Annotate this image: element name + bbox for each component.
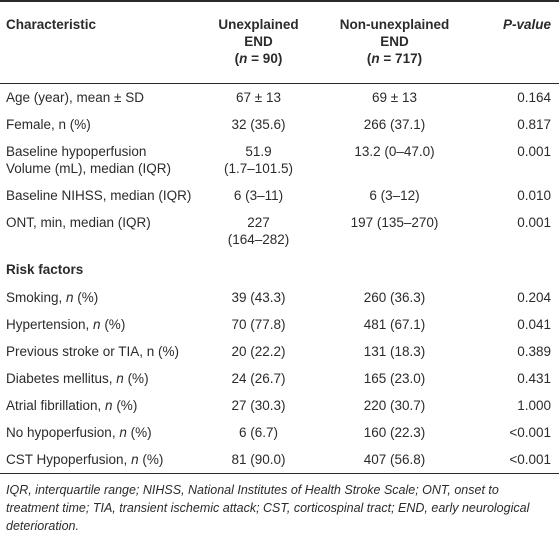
cell-value-line1: 227 (247, 214, 270, 230)
row-label: Hypertension, n (%) (6, 316, 126, 332)
table-footnote: IQR, interquartile range; NIHSS, Nationa… (6, 482, 530, 533)
table-row: Diabetes mellitus, n (%) 24 (26.7) 165 (… (0, 365, 559, 392)
table-row: Hypertension, n (%) 70 (77.8) 481 (67.1)… (0, 311, 559, 338)
cell-p-value: 0.001 (517, 214, 551, 230)
table-row: Atrial fibrillation, n (%) 27 (30.3) 220… (0, 392, 559, 419)
table-row: CST Hypoperfusion, n (%) 81 (90.0) 407 (… (0, 446, 559, 473)
cell-p-value: 0.041 (517, 316, 551, 332)
cell-nonunexplained: 197 (135–270) (350, 214, 439, 230)
header-nonunexplained-end: Non-unexplained END (n = 717) (321, 1, 468, 83)
table-header-row: Characteristic Unexplained END (n = 90) … (0, 1, 559, 83)
row-label: Previous stroke or TIA, n (%) (6, 343, 180, 359)
cell-unexplained: 39 (43.3) (231, 289, 286, 305)
cell-p-value: 0.431 (517, 370, 551, 386)
cell-p-value: 1.000 (517, 397, 551, 413)
table-row: Baseline hypoperfusion Volume (mL), medi… (0, 138, 559, 182)
row-label-line1: Baseline hypoperfusion (6, 143, 147, 159)
row-label: Diabetes mellitus, n (%) (6, 370, 149, 386)
cell-unexplained: 6 (3–11) (233, 187, 284, 203)
header-p-value: P-value (502, 17, 551, 32)
cell-nonunexplained: 13.2 (0–47.0) (354, 143, 435, 159)
table-body: Age (year), mean ± SD 67 ± 13 69 ± 13 0.… (0, 83, 559, 473)
row-label: No hypoperfusion, n (%) (6, 424, 152, 440)
header-nonunexplained-line1: Non-unexplained (339, 17, 450, 32)
cell-nonunexplained: 220 (30.7) (363, 397, 426, 413)
cell-unexplained: 6 (6.7) (238, 424, 279, 440)
cell-p-value: 0.204 (517, 289, 551, 305)
cell-unexplained: 27 (30.3) (231, 397, 286, 413)
cell-nonunexplained: 481 (67.1) (363, 316, 426, 332)
cell-unexplained: 51.9 (1.7–101.5) (196, 138, 321, 182)
table-row: ONT, min, median (IQR) 227 (164–282) 197… (0, 209, 559, 253)
header-unexplained-line1: Unexplained (218, 17, 299, 32)
cell-p-value: 0.001 (517, 143, 551, 159)
row-label: Baseline hypoperfusion Volume (mL), medi… (0, 138, 196, 182)
row-label: Atrial fibrillation, n (%) (6, 397, 138, 413)
cell-p-value: <0.001 (509, 424, 551, 440)
cell-unexplained: 32 (35.6) (231, 116, 286, 132)
cell-p-value: 0.164 (517, 89, 551, 105)
table-row: Previous stroke or TIA, n (%) 20 (22.2) … (0, 338, 559, 365)
header-nonunexplained-n: (n = 717) (366, 51, 423, 66)
row-label: ONT, min, median (IQR) (6, 214, 151, 230)
cell-unexplained: 81 (90.0) (231, 451, 286, 467)
section-title: Risk factors (6, 261, 84, 277)
row-label: CST Hypoperfusion, n (%) (6, 451, 164, 467)
cell-p-value: 0.010 (517, 187, 551, 203)
cell-unexplained: 70 (77.8) (231, 316, 286, 332)
row-label: Female, n (%) (6, 116, 91, 132)
cell-value-line1: 51.9 (245, 143, 272, 159)
section-header-row: Risk factors (0, 253, 559, 284)
cell-nonunexplained: 160 (22.3) (363, 424, 426, 440)
row-label: Baseline NIHSS, median (IQR) (6, 187, 192, 203)
cell-unexplained: 227 (164–282) (196, 209, 321, 253)
characteristics-table: Characteristic Unexplained END (n = 90) … (0, 1, 559, 473)
header-unexplained-n: (n = 90) (234, 51, 283, 66)
cell-unexplained: 24 (26.7) (231, 370, 286, 386)
cell-nonunexplained: 69 ± 13 (372, 89, 417, 105)
cell-p-value: 0.817 (517, 116, 551, 132)
header-nonunexplained-line2: END (380, 34, 409, 49)
cell-nonunexplained: 131 (18.3) (363, 343, 426, 359)
row-label: Smoking, n (%) (6, 289, 99, 305)
data-table-container: Characteristic Unexplained END (n = 90) … (0, 1, 559, 533)
table-row: Age (year), mean ± SD 67 ± 13 69 ± 13 0.… (0, 83, 559, 111)
header-unexplained-end: Unexplained END (n = 90) (196, 1, 321, 83)
table-row: Smoking, n (%) 39 (43.3) 260 (36.3) 0.20… (0, 284, 559, 311)
row-label: Age (year), mean ± SD (6, 89, 144, 105)
cell-nonunexplained: 407 (56.8) (363, 451, 426, 467)
cell-unexplained: 67 ± 13 (236, 89, 281, 105)
header-unexplained-line2: END (244, 34, 273, 49)
table-row: Female, n (%) 32 (35.6) 266 (37.1) 0.817 (0, 111, 559, 138)
cell-nonunexplained: 165 (23.0) (363, 370, 426, 386)
cell-value-line2: (164–282) (227, 231, 290, 247)
header-characteristic: Characteristic (6, 17, 97, 32)
row-label-line2: Volume (mL), median (IQR) (6, 160, 172, 176)
cell-p-value: <0.001 (509, 451, 551, 467)
table-row: No hypoperfusion, n (%) 6 (6.7) 160 (22.… (0, 419, 559, 446)
cell-nonunexplained: 260 (36.3) (363, 289, 426, 305)
table-row: Baseline NIHSS, median (IQR) 6 (3–11) 6 … (0, 182, 559, 209)
cell-p-value: 0.389 (517, 343, 551, 359)
cell-nonunexplained: 6 (3–12) (369, 187, 420, 203)
cell-unexplained: 20 (22.2) (231, 343, 286, 359)
cell-nonunexplained: 266 (37.1) (363, 116, 426, 132)
cell-value-line2: (1.7–101.5) (223, 160, 294, 176)
